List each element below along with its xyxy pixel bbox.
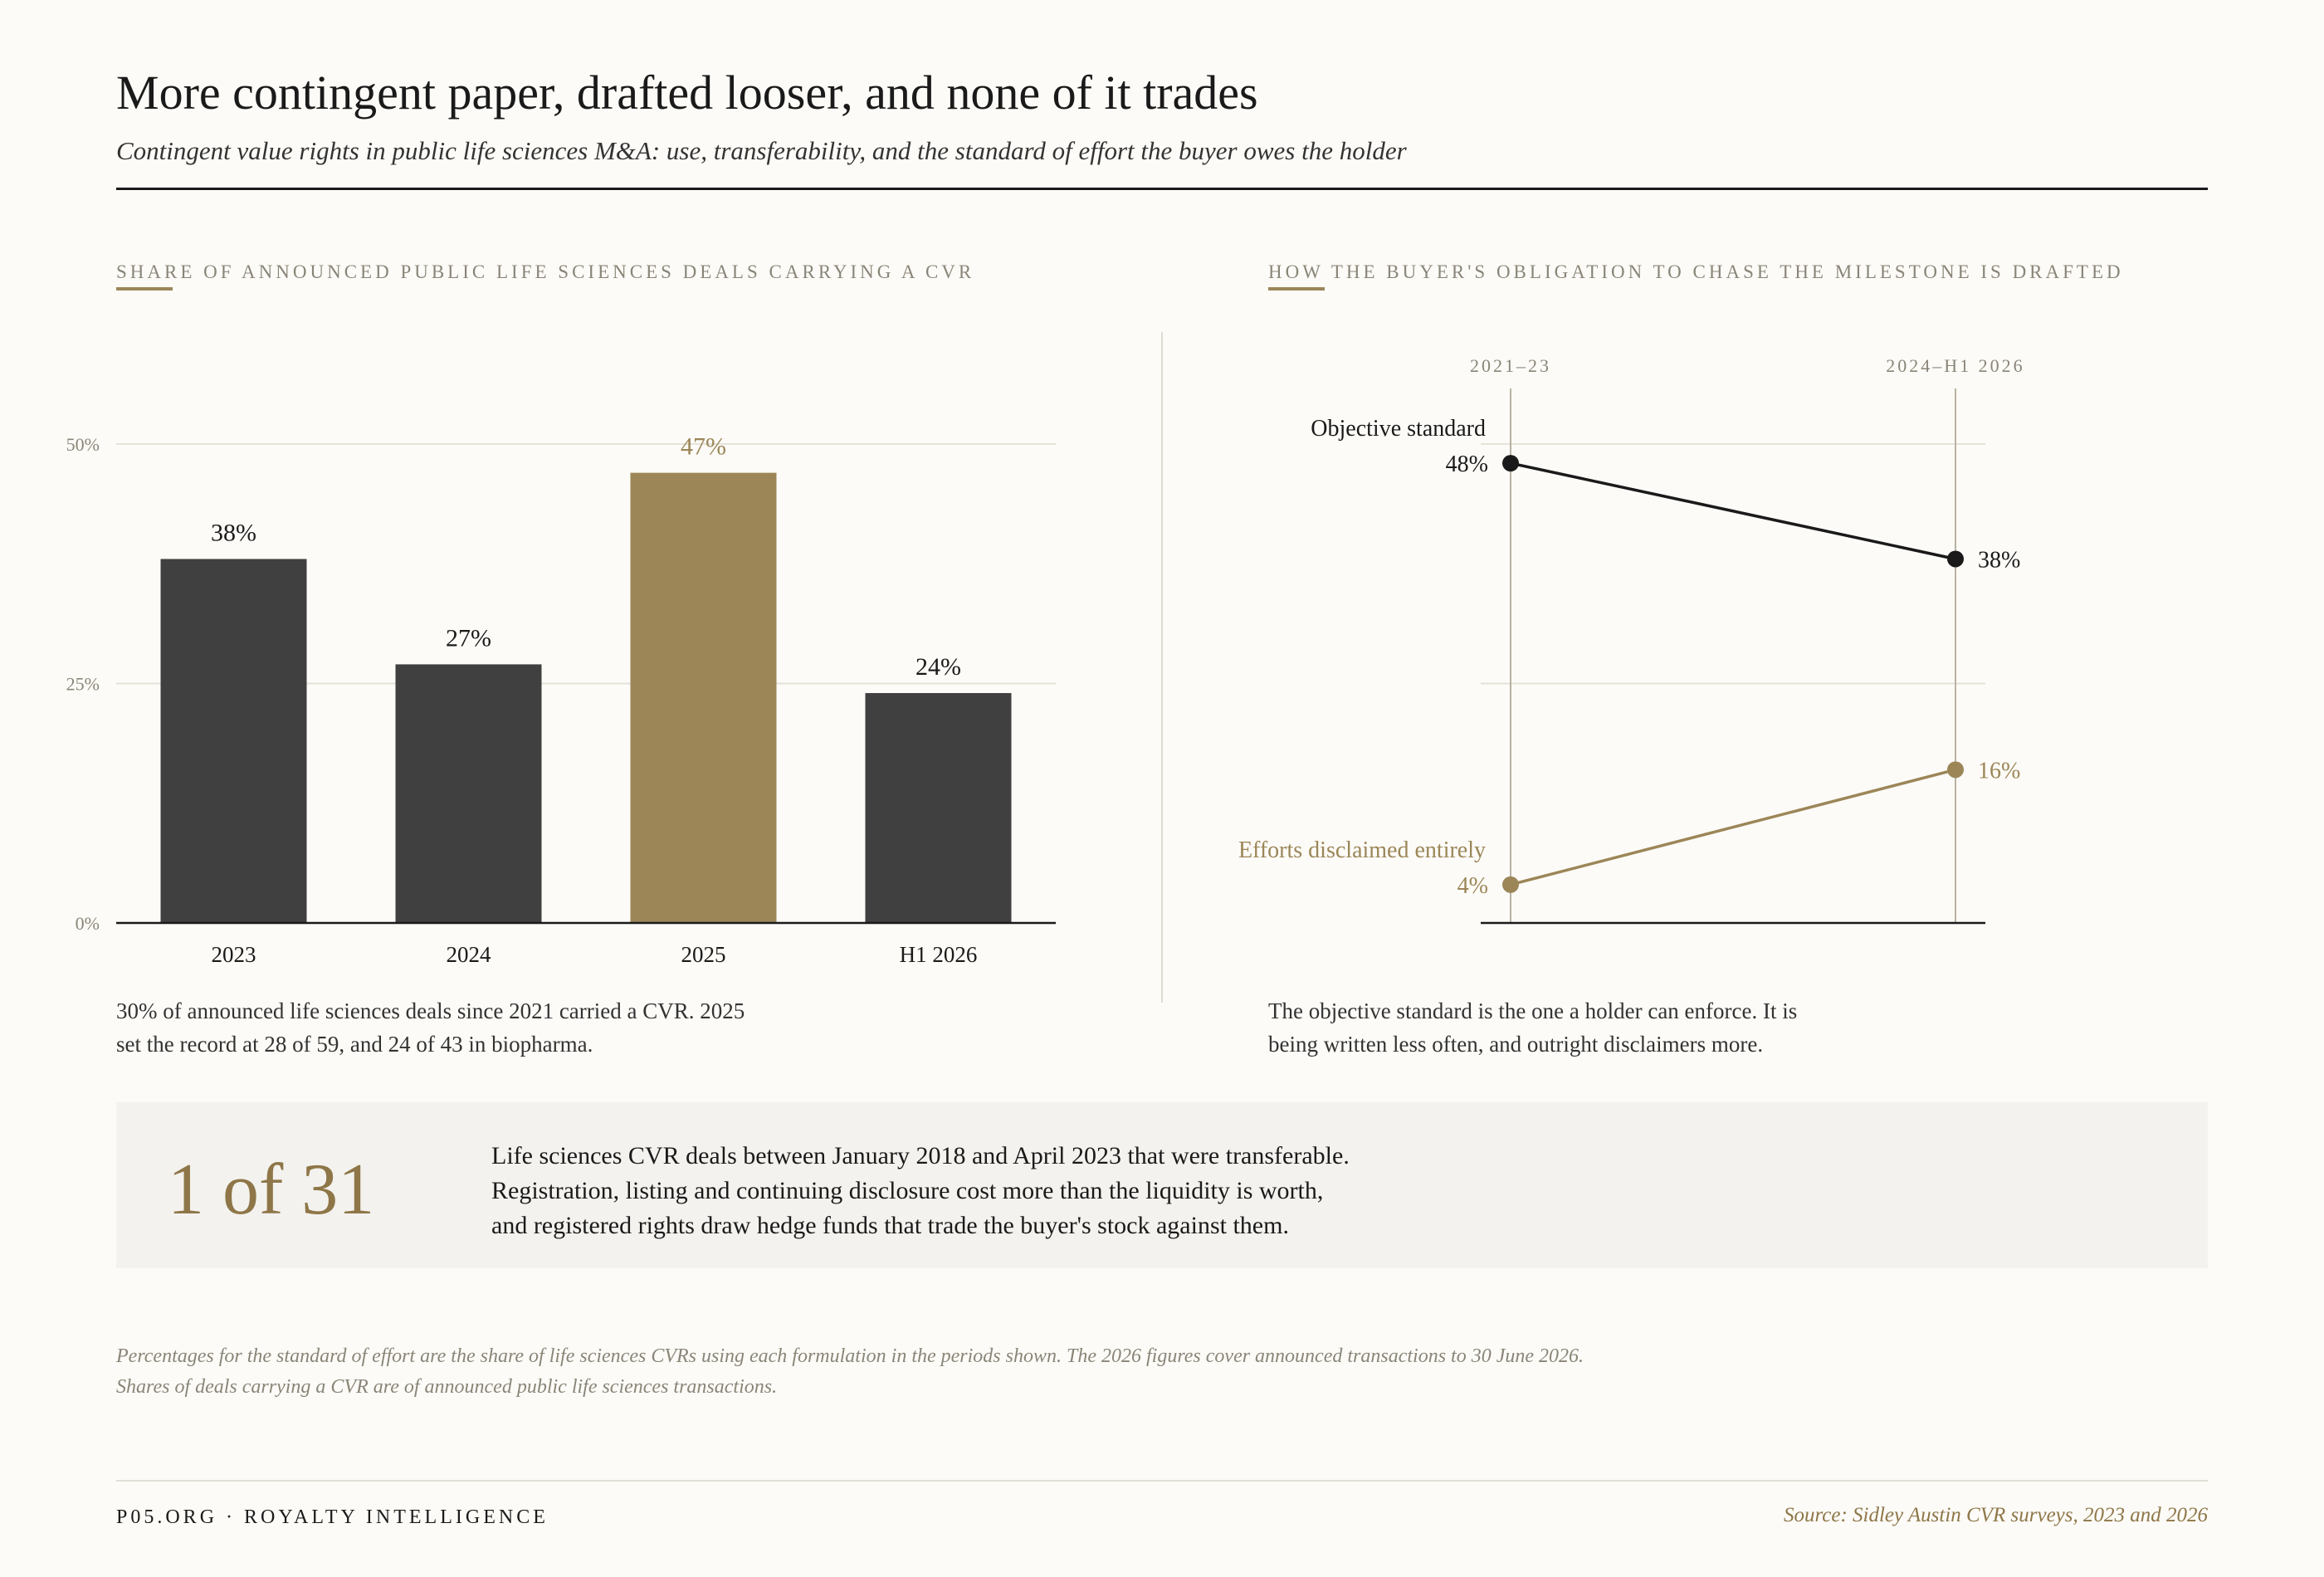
bar [630, 472, 777, 923]
series-point [1947, 550, 1964, 568]
x-tick-label: 2024 [447, 942, 492, 967]
slope-chart-label-underline [1268, 287, 1325, 290]
slope-chart-note-line: being written less often, and outright d… [1268, 1032, 1764, 1057]
bar-chart-note-line: 30% of announced life sciences deals sin… [116, 998, 745, 1023]
series-point [1947, 761, 1964, 779]
bar-value-label: 27% [446, 624, 491, 652]
x-tick-label: 2023 [212, 942, 256, 967]
series-label: Efforts disclaimed entirely [1238, 837, 1486, 863]
series-point [1502, 455, 1519, 472]
point-value-label: 48% [1446, 452, 1488, 477]
footnote: Percentages for the standard of effort a… [116, 1345, 1584, 1398]
series-point [1502, 876, 1519, 893]
callout-stat: 1 of 31 [168, 1150, 375, 1230]
point-value-label: 38% [1978, 547, 2020, 573]
point-value-label: 4% [1457, 873, 1488, 899]
bar-chart-note: 30% of announced life sciences deals sin… [116, 994, 745, 1061]
footer-source: Source: Sidley Austin CVR surveys, 2023 … [1783, 1504, 2208, 1526]
slope-chart: 2021–23 2024–H1 2026 48% 38% Objective stand… [1238, 355, 2024, 925]
bar [865, 693, 1012, 923]
period-label: 2024–H1 2026 [1886, 355, 2024, 376]
header-rule [116, 188, 2208, 190]
page-title: More contingent paper, drafted looser, a… [116, 66, 1258, 120]
callout-box [116, 1102, 2208, 1268]
footer-brand: P05.ORG · ROYALTY INTELLIGENCE [116, 1506, 549, 1528]
series-label: Objective standard [1311, 416, 1486, 442]
point-value-label: 16% [1978, 758, 2020, 784]
bar-chart-label-underline [116, 287, 173, 290]
bar-chart-label: SHARE OF ANNOUNCED PUBLIC LIFE SCIENCES … [116, 261, 975, 282]
bar-value-label: 38% [211, 519, 256, 546]
x-tick-label: 2025 [681, 942, 726, 967]
bar-value-label: 47% [681, 433, 726, 461]
x-tick-label: H1 2026 [900, 942, 978, 967]
callout-line: Life sciences CVR deals between January … [491, 1142, 1350, 1169]
series-line [1510, 461, 1956, 561]
footer-rule [116, 1480, 2208, 1482]
y-tick-label: 50% [66, 434, 100, 455]
bar-value-label: 24% [915, 653, 961, 681]
bar [160, 559, 307, 923]
y-tick-label: 25% [66, 674, 100, 695]
callout-line: Registration, listing and continuing dis… [491, 1177, 1324, 1204]
callout-line: and registered rights draw hedge funds t… [491, 1212, 1289, 1239]
page-subtitle: Contingent value rights in public life s… [116, 136, 1407, 165]
y-tick-label: 0% [76, 913, 100, 934]
bar-chart: 0% 25% 50% 38% 2023 27% 2024 47% 2025 24% H1 2026 [66, 433, 1056, 967]
slope-chart-note: The objective standard is the one a hold… [1268, 994, 1797, 1061]
bar [395, 664, 542, 923]
period-label: 2021–23 [1470, 355, 1551, 376]
bar-chart-note-line: set the record at 28 of 59, and 24 of 43… [116, 1032, 593, 1057]
series-line [1510, 768, 1956, 886]
panel-separator [1161, 332, 1163, 1003]
slope-chart-label: HOW THE BUYER'S OBLIGATION TO CHASE THE … [1268, 261, 2124, 282]
callout-text: Life sciences CVR deals between January … [491, 1139, 1350, 1243]
slope-chart-note-line: The objective standard is the one a hold… [1268, 998, 1798, 1023]
